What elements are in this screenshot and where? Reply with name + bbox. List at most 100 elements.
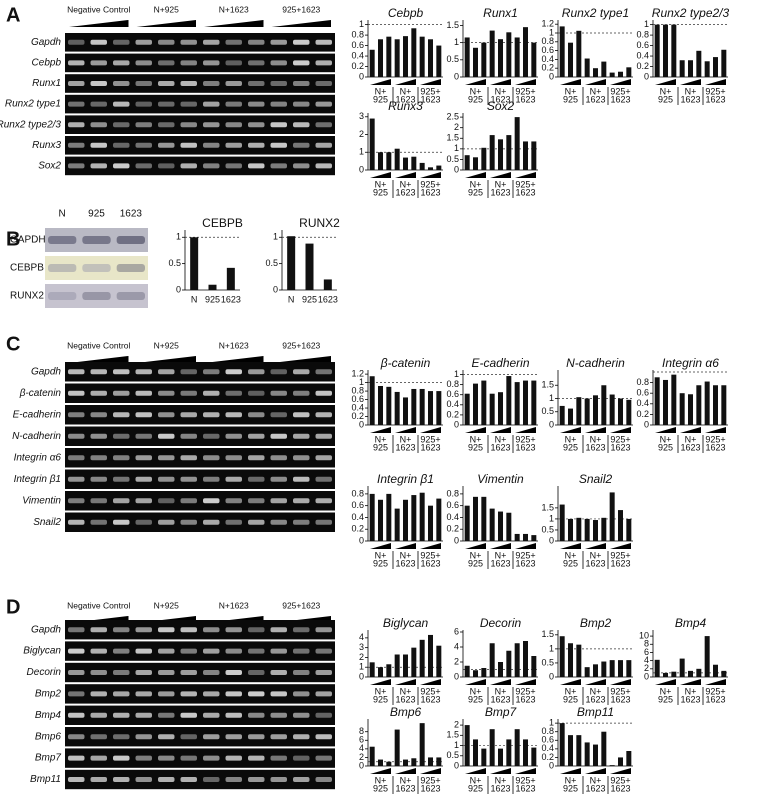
gel-band bbox=[158, 755, 175, 761]
gel-band bbox=[293, 142, 310, 148]
gel-band bbox=[68, 142, 85, 148]
y-tick-label: 0 bbox=[454, 671, 459, 681]
gel-band bbox=[90, 142, 107, 148]
gel-band bbox=[68, 712, 85, 718]
row-label: Bmp2 bbox=[35, 689, 62, 700]
gel-band bbox=[270, 777, 287, 782]
gel-band bbox=[113, 476, 130, 482]
gel-band bbox=[225, 390, 242, 396]
chart-title: CEBPB bbox=[202, 216, 243, 230]
gel-band bbox=[270, 455, 287, 461]
gel-band bbox=[315, 519, 332, 525]
group-label: 1623 bbox=[705, 694, 725, 704]
chart-title: E-cadherin bbox=[471, 356, 529, 370]
bar bbox=[584, 398, 590, 425]
bar bbox=[568, 518, 573, 541]
gel-band bbox=[90, 712, 107, 718]
group-label: N+ bbox=[375, 686, 387, 696]
group-label: 925 bbox=[468, 187, 483, 197]
chart-title: Bmp7 bbox=[485, 705, 518, 719]
bar bbox=[713, 385, 718, 425]
gel-strip bbox=[65, 94, 335, 114]
bar bbox=[618, 398, 623, 425]
bar bbox=[523, 739, 528, 766]
bar bbox=[394, 654, 400, 677]
gel-band bbox=[113, 734, 130, 740]
gel-band bbox=[225, 60, 242, 66]
bar bbox=[704, 381, 710, 425]
gel-band bbox=[180, 412, 197, 418]
bar bbox=[688, 60, 693, 77]
bar bbox=[523, 27, 528, 77]
y-tick-label: 2 bbox=[359, 129, 364, 139]
dose-triangle bbox=[680, 679, 701, 685]
gel-band bbox=[135, 648, 152, 654]
gel-band bbox=[113, 691, 130, 697]
bar bbox=[403, 654, 408, 677]
bar bbox=[481, 42, 487, 77]
group-label: 925 bbox=[373, 187, 388, 197]
gel-band bbox=[270, 60, 287, 66]
y-tick-label: 0 bbox=[359, 419, 364, 429]
group-label: 925+ bbox=[515, 179, 535, 189]
dose-triangle bbox=[465, 427, 486, 433]
gel-band bbox=[248, 142, 265, 148]
gel-band bbox=[90, 498, 107, 504]
group-label: 925 bbox=[468, 558, 483, 568]
gel-band bbox=[90, 60, 107, 66]
gel-band bbox=[203, 390, 220, 396]
y-tick-label: 0.4 bbox=[541, 743, 554, 753]
group-label: 925+ bbox=[420, 686, 440, 696]
gel-band bbox=[180, 101, 197, 107]
gel-band bbox=[270, 670, 287, 675]
gel-band bbox=[293, 627, 310, 633]
group-label: 925+ bbox=[610, 550, 630, 560]
group-label: N+ bbox=[565, 434, 577, 444]
bar bbox=[626, 751, 632, 766]
gel-band bbox=[180, 390, 197, 396]
group-label: 1623 bbox=[515, 187, 535, 197]
gel-band bbox=[180, 670, 197, 675]
bar bbox=[464, 505, 470, 541]
gel-strip bbox=[65, 512, 335, 532]
y-tick-label: 1 bbox=[454, 369, 459, 379]
y-tick-label: 8 bbox=[359, 726, 364, 736]
bar bbox=[378, 385, 383, 425]
bar bbox=[436, 391, 442, 425]
bar bbox=[394, 148, 400, 170]
gel-band bbox=[293, 670, 310, 675]
y-tick-label: 0.6 bbox=[351, 394, 364, 404]
bar bbox=[514, 533, 520, 541]
row-label: Vimentin bbox=[22, 495, 61, 506]
chart-title: Runx1 bbox=[483, 6, 518, 20]
group-label: 925+ bbox=[515, 550, 535, 560]
dose-triangle bbox=[680, 79, 701, 85]
gel-band bbox=[113, 122, 130, 128]
y-tick-label: 1.2 bbox=[541, 19, 554, 29]
group-label: 925 bbox=[373, 783, 388, 793]
gel-band bbox=[315, 122, 332, 128]
dose-triangle bbox=[395, 172, 416, 178]
gel-band bbox=[293, 734, 310, 740]
bar bbox=[386, 664, 392, 677]
gel-strip bbox=[65, 136, 335, 155]
dose-triangle bbox=[515, 172, 536, 178]
group-label: 1623 bbox=[610, 783, 630, 793]
gel-band bbox=[180, 39, 197, 45]
y-tick-label: 1.5 bbox=[446, 730, 459, 740]
y-tick-label: 8 bbox=[644, 639, 649, 649]
group-label: N+ bbox=[590, 86, 602, 96]
group-label: N+ bbox=[660, 686, 672, 696]
gel-band bbox=[203, 369, 220, 375]
gel-band bbox=[248, 433, 265, 439]
bar bbox=[464, 37, 470, 77]
group-label: 1623 bbox=[585, 442, 605, 452]
bar bbox=[576, 735, 582, 766]
y-tick-label: 0.5 bbox=[446, 54, 459, 64]
bar bbox=[481, 496, 487, 541]
bar bbox=[654, 377, 660, 425]
row-label: RUNX2 bbox=[10, 291, 44, 302]
group-label: N+ bbox=[660, 434, 672, 444]
chart-title: β-catenin bbox=[380, 356, 431, 370]
gel-strip bbox=[65, 33, 335, 52]
